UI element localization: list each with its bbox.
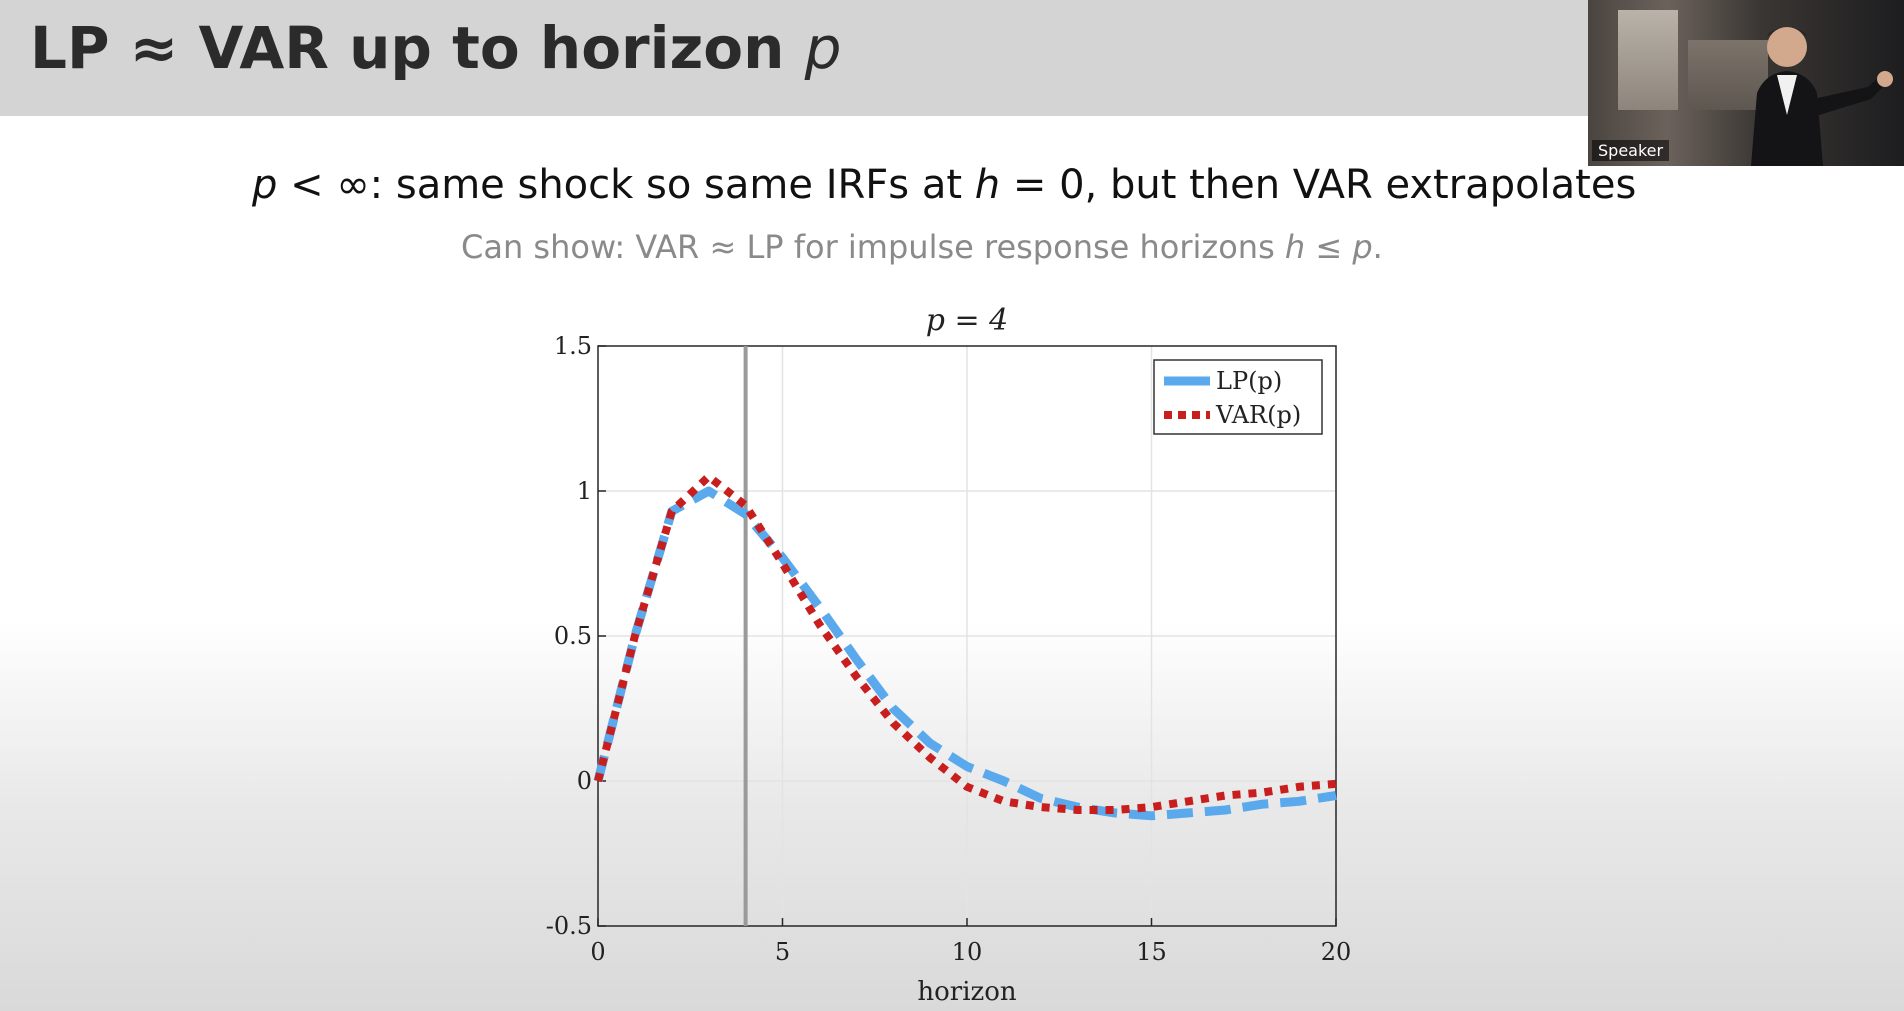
y-tick-label: -0.5 <box>546 912 592 940</box>
x-tick-label: 5 <box>775 938 790 966</box>
legend-box <box>1153 359 1323 435</box>
legend-label-var: VAR(p) <box>1215 401 1301 429</box>
chart-grid <box>598 346 1336 926</box>
speaker-video[interactable] <box>1588 0 1904 166</box>
note-h: h <box>1284 228 1306 266</box>
subtitle-text-1: < ∞: same shock so same IRFs at <box>277 162 975 208</box>
speaker-label: Speaker <box>1592 140 1670 161</box>
legend-label-lp: LP(p) <box>1216 367 1282 395</box>
note-text-1: Can show: VAR ≈ LP for impulse response … <box>461 228 1285 266</box>
y-tick-label: 1.5 <box>554 332 592 360</box>
slide-note: Can show: VAR ≈ LP for impulse response … <box>461 228 1661 266</box>
video-background-wall <box>1688 40 1768 110</box>
x-tick-label: 20 <box>1321 938 1352 966</box>
subtitle-text-2: = 0, but then VAR extrapolates <box>1000 162 1637 208</box>
y-tick-label: 0.5 <box>554 622 592 650</box>
x-tick-label: 15 <box>1136 938 1167 966</box>
speaker-person-image <box>1751 27 1893 166</box>
y-tick-label: 1 <box>577 477 592 505</box>
x-tick-label: 0 <box>590 938 605 966</box>
subtitle-h: h <box>974 162 1001 208</box>
x-axis-title: horizon <box>917 977 1016 1007</box>
note-end: . <box>1372 228 1383 266</box>
note-le: ≤ <box>1305 228 1353 266</box>
subtitle-p: p <box>252 162 278 208</box>
chart-legend: LP(p) VAR(p) <box>1153 359 1323 435</box>
chart-title: p = 4 <box>926 303 1009 338</box>
slide-title-text: LP ≈ VAR up to horizon <box>30 14 805 82</box>
slide-subtitle: p < ∞: same shock so same IRFs at h = 0,… <box>252 162 1652 208</box>
note-p: p <box>1352 228 1373 266</box>
title-bar: LP ≈ VAR up to horizon p <box>0 0 1904 116</box>
chart-ticks: 0 5 10 15 20-0.500.511.5 <box>546 332 1352 966</box>
chart-series <box>593 472 1337 821</box>
slide-title-variable: p <box>804 14 842 82</box>
x-tick-label: 10 <box>952 938 983 966</box>
video-background-window <box>1618 10 1678 110</box>
slide-title: LP ≈ VAR up to horizon p <box>30 14 841 82</box>
y-tick-label: 0 <box>577 767 592 795</box>
